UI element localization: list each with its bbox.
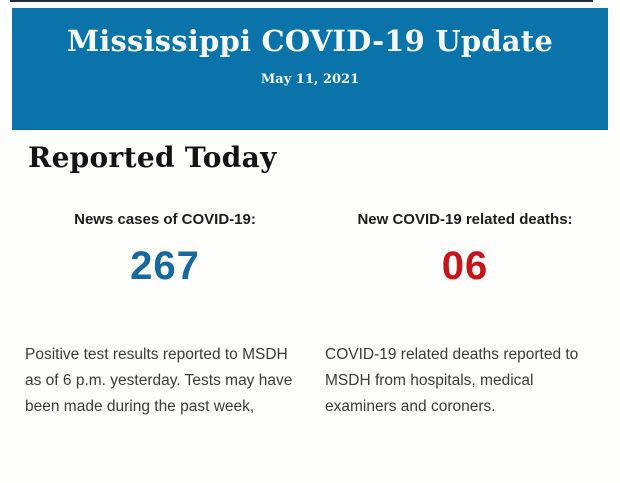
section-heading: Reported Today xyxy=(28,141,277,174)
new-cases-label: News cases of COVID-19: xyxy=(74,211,256,228)
window-top-edge-line xyxy=(10,0,593,2)
page-title: Mississippi COVID-19 Update xyxy=(66,24,554,58)
new-deaths-column: New COVID-19 related deaths: 06 COVID-19… xyxy=(325,210,605,420)
new-deaths-value: 06 xyxy=(441,244,489,288)
new-deaths-description: COVID-19 related deaths reported to MSDH… xyxy=(325,346,579,415)
new-cases-value: 267 xyxy=(130,244,200,288)
new-cases-column: News cases of COVID-19: 267 Positive tes… xyxy=(25,210,305,420)
report-date: May 11, 2021 xyxy=(260,72,360,87)
header-banner: Mississippi COVID-19 Update May 11, 2021 xyxy=(12,8,608,130)
new-deaths-label: New COVID-19 related deaths: xyxy=(357,211,573,228)
new-cases-description: Positive test results reported to MSDH a… xyxy=(25,346,293,415)
